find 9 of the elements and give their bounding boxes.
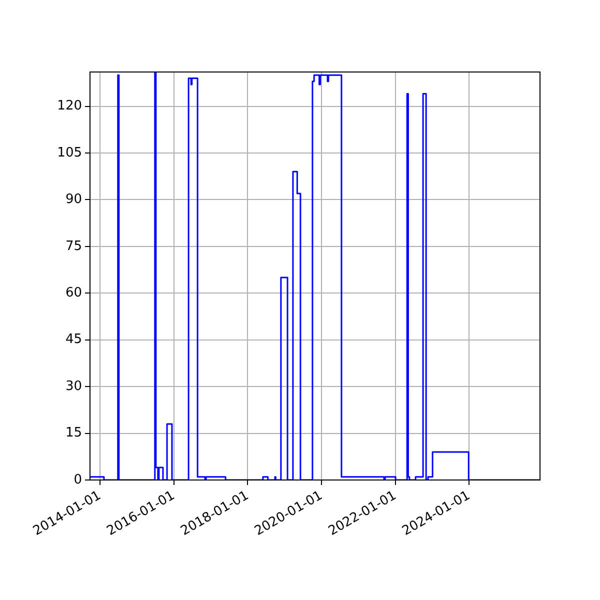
y-tick-label: 105 [57,145,82,160]
y-tick-label: 60 [65,286,82,301]
y-tick-label: 15 [65,426,82,441]
y-tick-label: 0 [74,472,82,488]
y-tick-label: 120 [57,98,82,114]
y-tick-label: 75 [65,238,82,254]
y-tick-label: 30 [65,378,82,394]
y-tick-label: 45 [65,332,82,348]
y-tick-label: 90 [65,192,82,208]
